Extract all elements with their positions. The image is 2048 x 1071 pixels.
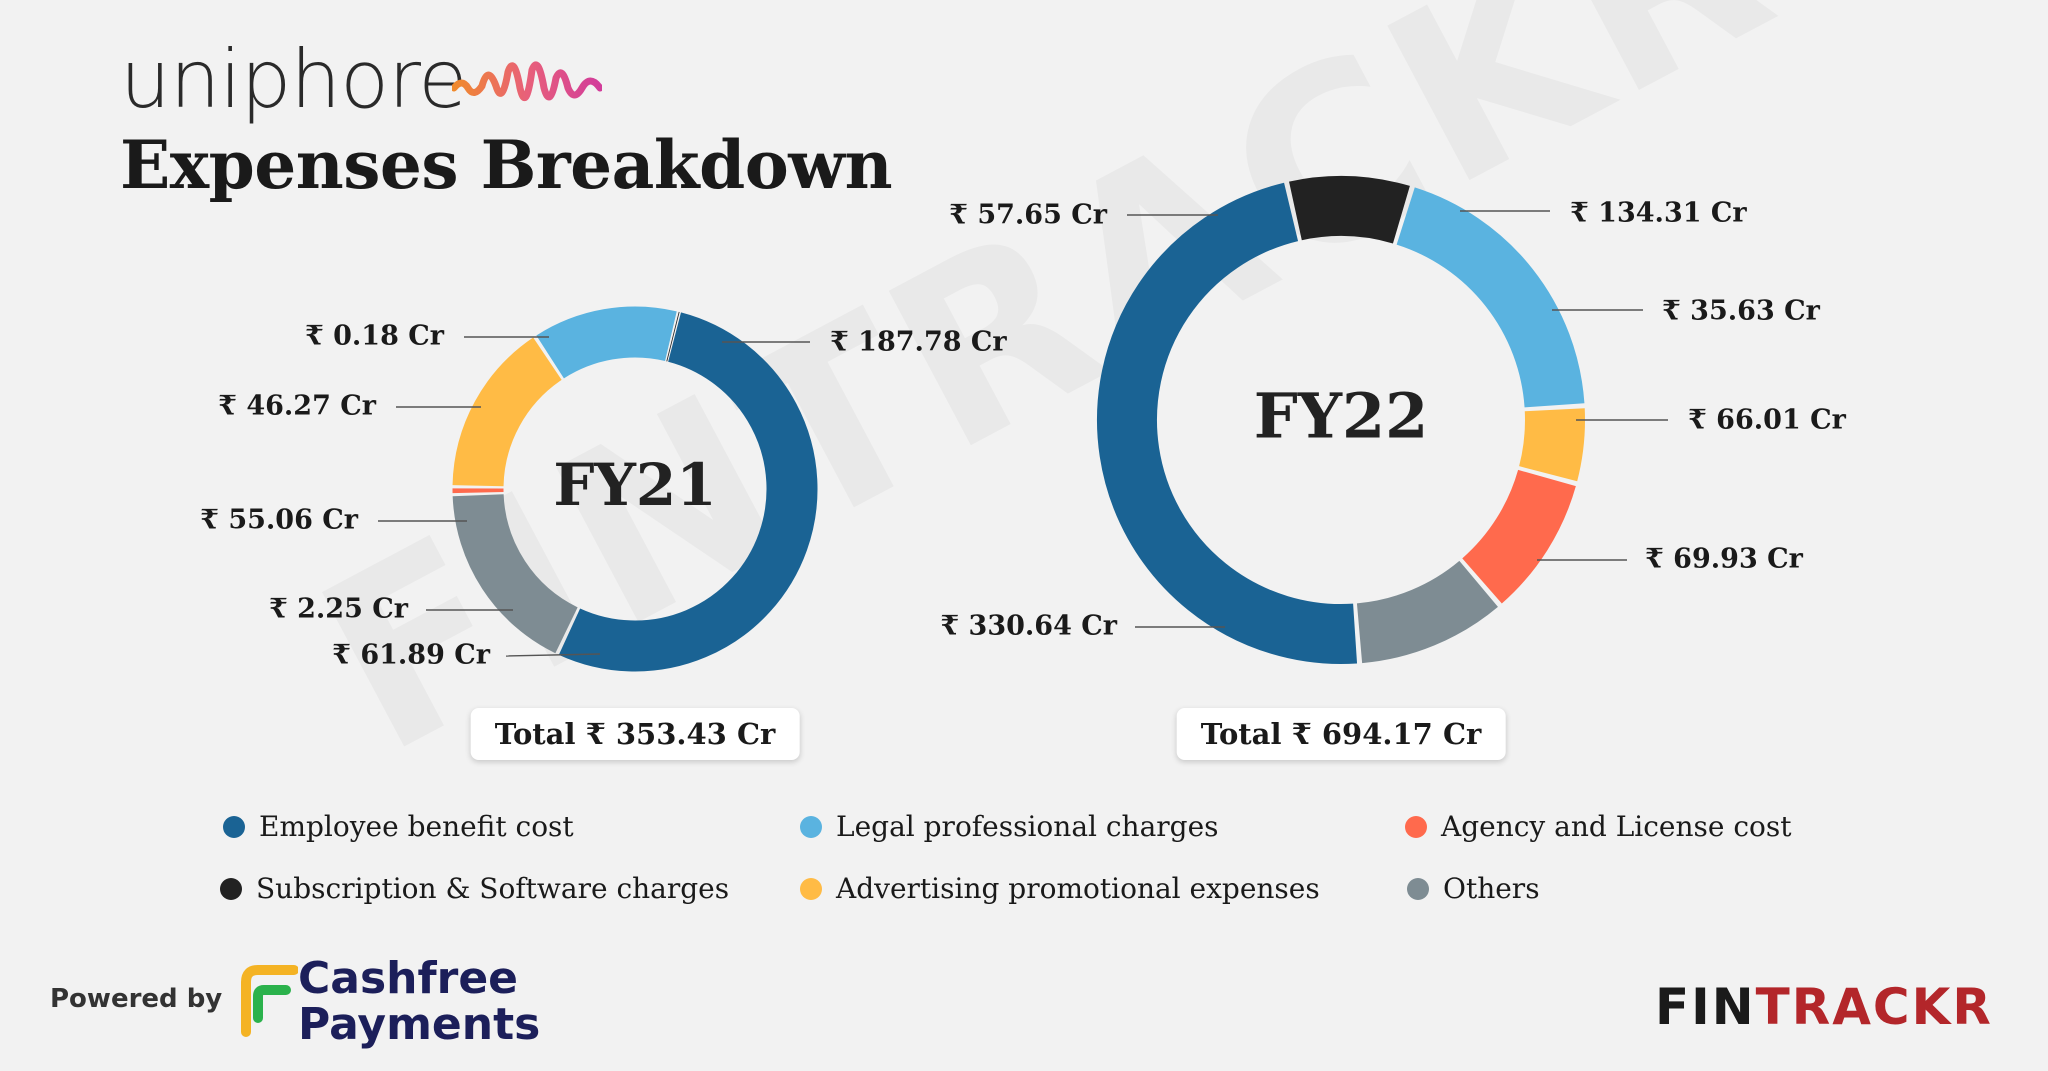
- legend-label: Employee benefit cost: [259, 810, 574, 843]
- cashfree-line-2: Payments: [298, 999, 541, 1050]
- cashfree-logo-icon: [241, 965, 298, 1037]
- fy22-slice-others: [1356, 560, 1498, 664]
- legend-label: Legal professional charges: [836, 810, 1219, 843]
- legend-dot: [800, 877, 822, 900]
- legend-item-agency: Agency and License cost: [1405, 810, 1792, 843]
- brand-wordmark: uniphore: [120, 33, 467, 126]
- legend-dot: [1407, 877, 1429, 900]
- fy21-slice-legal: [536, 306, 677, 379]
- fy21-data-label-legal: ₹ 46.27 Cr: [218, 390, 376, 422]
- fy21-data-label-advertising: ₹ 55.06 Cr: [200, 504, 358, 536]
- fy21-slice-advertising: [452, 337, 563, 487]
- cashfree-line-1: Cashfree: [298, 953, 519, 1004]
- powered-by-text: Powered by: [50, 984, 223, 1014]
- fy22-data-label-others: ₹ 69.93 Cr: [1645, 543, 1803, 575]
- fy22-slice-subscription: [1289, 176, 1410, 244]
- fy22-data-label-legal: ₹ 134.31 Cr: [1570, 197, 1747, 229]
- fy22-data-label-advertising: ₹ 35.63 Cr: [1662, 295, 1820, 327]
- fy21-data-label-employee: ₹ 187.78 Cr: [830, 326, 1007, 358]
- legend-item-others: Others: [1407, 872, 1540, 905]
- fy21-data-label-subscription: ₹ 0.18 Cr: [304, 320, 444, 352]
- page-title: Expenses Breakdown: [120, 126, 893, 204]
- fy22-data-label-subscription: ₹ 57.65 Cr: [949, 199, 1107, 231]
- fy22-slice-legal: [1396, 187, 1585, 408]
- fy22-total-box: Total ₹ 694.17 Cr: [1176, 708, 1506, 760]
- legend-item-subscription: Subscription & Software charges: [220, 872, 729, 905]
- legend-label: Subscription & Software charges: [256, 872, 730, 905]
- legend-label: Others: [1443, 872, 1540, 905]
- fy21-leader-line-others: [505, 653, 601, 657]
- legend-dot: [220, 877, 242, 900]
- fy21-center-title: FY21: [553, 451, 717, 519]
- legend-item-employee: Employee benefit cost: [223, 810, 574, 843]
- brand-wave-icon: [452, 61, 602, 102]
- legend-label: Advertising promotional expenses: [836, 872, 1320, 905]
- legend-dot: [223, 815, 245, 838]
- fy22-data-label-agency: ₹ 66.01 Cr: [1688, 404, 1846, 436]
- fintrackr-logo-part-1: FIN: [1655, 978, 1756, 1036]
- fy22-center-title: FY22: [1253, 379, 1429, 453]
- fy21-data-label-others: ₹ 61.89 Cr: [332, 639, 490, 671]
- fintrackr-logo: FINTRACKR: [1655, 982, 1993, 1032]
- fy22-slice-advertising: [1518, 408, 1585, 482]
- legend-item-advertising: Advertising promotional expenses: [800, 872, 1320, 905]
- fy21-slice-others: [452, 493, 579, 654]
- fy22-slice-agency: [1461, 469, 1576, 604]
- cashfree-logo-text: Cashfree Payments: [298, 956, 540, 1048]
- fy21-data-label-agency: ₹ 2.25 Cr: [268, 593, 408, 625]
- fy21-slice-employee: [558, 312, 818, 672]
- legend-label: Agency and License cost: [1441, 810, 1792, 843]
- fintrackr-logo-part-2: TRACKR: [1755, 978, 1993, 1036]
- fy21-total-box: Total ₹ 353.43 Cr: [470, 708, 800, 760]
- fy22-slice-employee: [1096, 182, 1358, 664]
- legend-item-legal: Legal professional charges: [800, 810, 1219, 843]
- legend-dot: [800, 815, 822, 838]
- fy22-data-label-employee: ₹ 330.64 Cr: [940, 610, 1117, 642]
- legend-dot: [1405, 815, 1427, 838]
